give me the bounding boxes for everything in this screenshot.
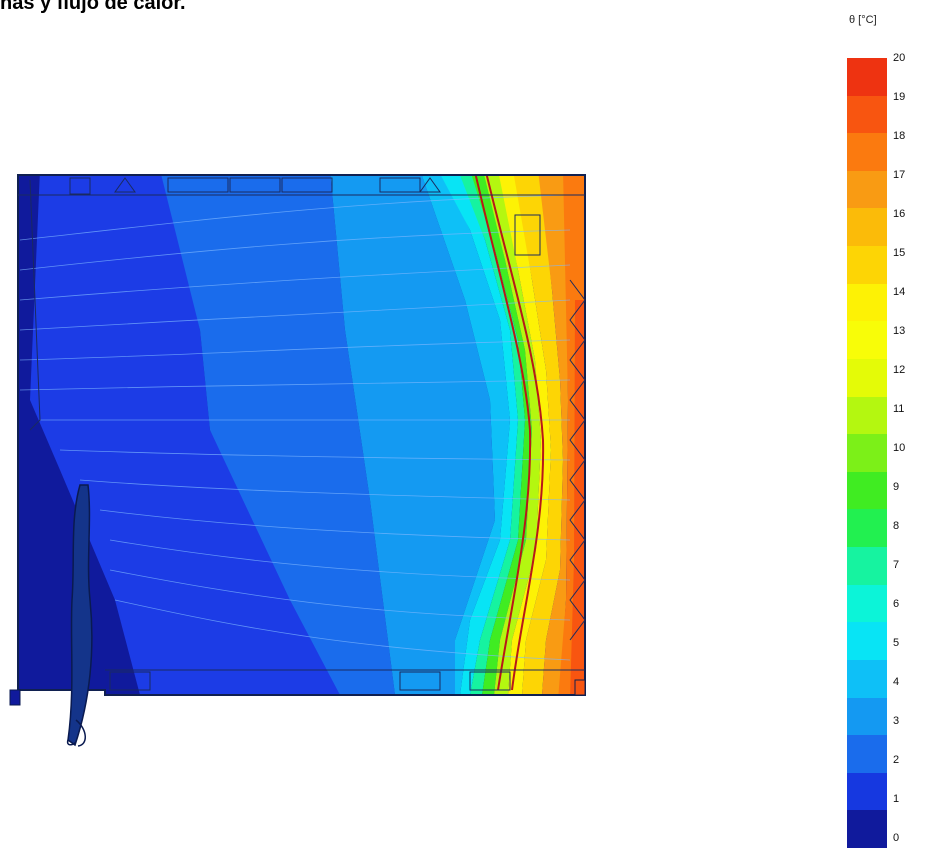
- region-2-3: [160, 175, 395, 695]
- region-1-2: [30, 175, 340, 695]
- isotherm-line-b: [485, 175, 545, 691]
- scale-band: [847, 772, 887, 811]
- scale-band: [847, 246, 887, 285]
- scale-band: [847, 358, 887, 398]
- scale-band: [847, 697, 887, 736]
- scale-band: [847, 735, 887, 774]
- scale-band: [847, 321, 887, 360]
- region-10-12: [483, 175, 541, 695]
- scale-band: [847, 810, 887, 848]
- scale-band: [847, 471, 887, 510]
- region-12-14: [498, 175, 551, 695]
- scale-band: [847, 170, 887, 209]
- color-scale-bar: [847, 58, 887, 848]
- region-4-5: [400, 175, 510, 695]
- scale-band: [847, 95, 887, 134]
- scale-band: [847, 208, 887, 247]
- legend-unit-label: θ [°C]: [849, 14, 877, 26]
- region-19-20: [570, 300, 585, 695]
- scale-band: [847, 133, 887, 172]
- scale-band: [847, 547, 887, 586]
- isotherm-regions: [18, 175, 585, 695]
- scale-band: [847, 434, 887, 473]
- frame-details: [18, 177, 586, 691]
- scale-band: [847, 584, 887, 623]
- region-3-4: [330, 175, 495, 695]
- scale-band: [847, 58, 887, 97]
- scale-band: [847, 396, 887, 435]
- scale-band: [847, 622, 887, 661]
- scale-band: [847, 509, 887, 548]
- scale-band: [847, 659, 887, 698]
- seal-profile: [67, 484, 93, 747]
- isotherm-line-a: [474, 175, 532, 691]
- scale-band: [847, 283, 887, 322]
- page-title: nas y flujo de calor.: [0, 0, 186, 14]
- heat-flow-lines: [19, 194, 571, 661]
- region-8-10: [470, 175, 532, 695]
- region-6-8: [458, 175, 525, 695]
- region-16-18: [538, 175, 568, 695]
- region-5-6: [438, 175, 518, 695]
